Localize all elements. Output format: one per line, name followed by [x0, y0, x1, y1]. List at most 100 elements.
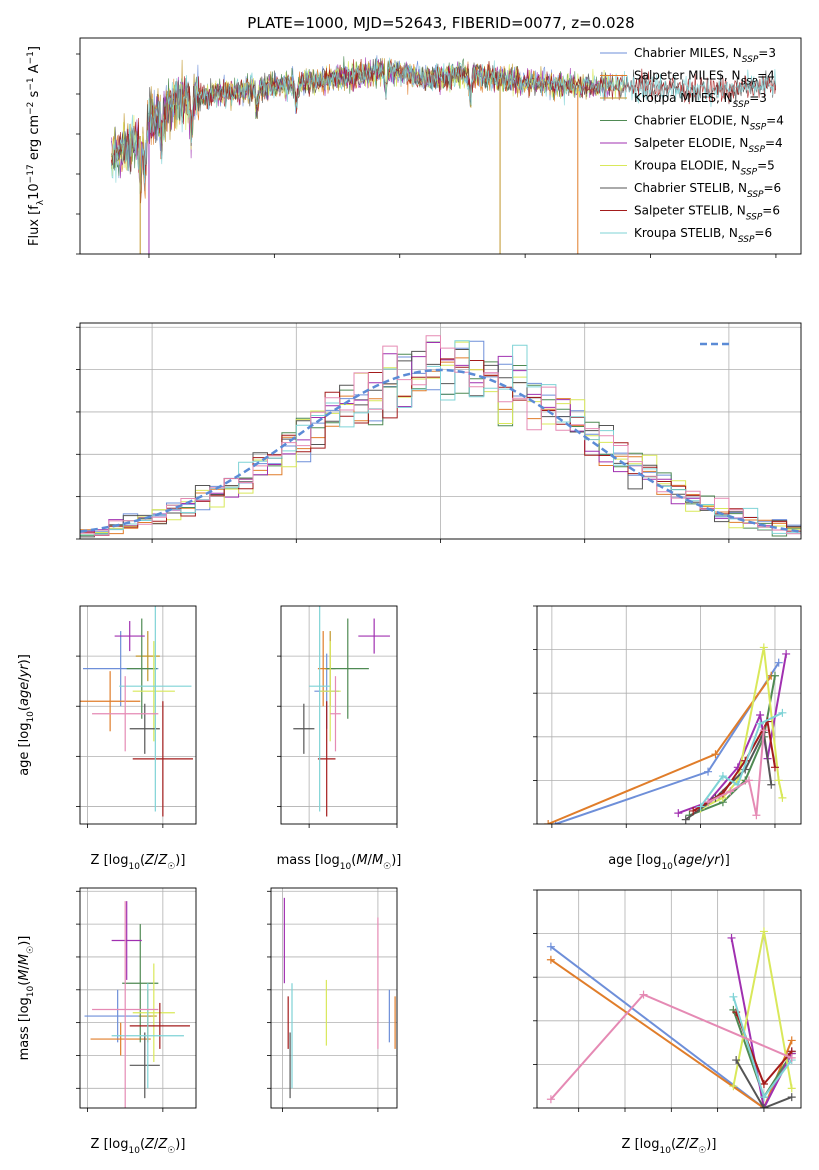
mass-z-xlabel-part: Z [log: [91, 1137, 129, 1152]
weight-marker: [759, 643, 768, 652]
weight-marker: [696, 802, 705, 811]
legend-entry-part: =6: [754, 226, 772, 240]
mass-z-xlabel-part: (: [140, 1137, 145, 1152]
weight-z-xlabel-part: Z: [675, 1137, 686, 1152]
weight-marker: [711, 750, 720, 759]
spectrum-ylabel-part: s: [27, 90, 42, 101]
mass-z-ylabel-part: )]: [17, 936, 32, 946]
age-z-xlabel-part: /: [154, 853, 159, 868]
plot-area-spectrum: [111, 55, 776, 254]
weight-marker: [704, 798, 713, 807]
spectrum-ylabel-part: Flux [f: [27, 205, 42, 246]
age-mass-xlabel-part: /: [368, 853, 373, 868]
weight-marker: [546, 955, 555, 964]
spectrum-ylabel-part: −2: [26, 102, 36, 115]
legend-entry: Salpeter STELIB, NSSP=6: [634, 204, 780, 223]
weight-marker: [752, 811, 761, 820]
weight-marker: [704, 767, 713, 776]
weight-age-xlabel-part: yr: [706, 853, 722, 868]
legend-entry-part: =3: [758, 46, 776, 60]
residual-histogram: [80, 340, 801, 536]
legend-entry-part: SSP: [738, 235, 755, 245]
legend-entry-part: SSP: [748, 145, 765, 155]
age-z-xlabel-part: 10: [128, 862, 140, 872]
spectrum-ylabel-part: 10: [27, 183, 42, 200]
axes-frame: [536, 605, 802, 825]
weight-age-xlabel: age [log10(age/yr)]: [608, 853, 730, 872]
weight-marker: [778, 708, 787, 717]
spectrum-ylabel-part: −17: [26, 164, 36, 183]
weight-marker: [759, 1080, 768, 1089]
age-mass-xlabel-part: (: [351, 853, 356, 868]
weight-marker: [770, 763, 779, 772]
weight-age-xlabel-part: (: [673, 853, 678, 868]
mass-z-xlabel-part: ☉: [167, 1146, 175, 1156]
legend-entry: Chabrier STELIB, NSSP=6: [634, 181, 781, 200]
legend-entry-part: Kroupa STELIB, N: [634, 226, 738, 240]
age-z-xlabel-part: Z: [157, 853, 168, 868]
weight-marker: [756, 719, 765, 728]
weight-marker: [681, 815, 690, 824]
weight-line: [732, 931, 793, 1089]
legend-entry: Kroupa ELODIE, NSSP=5: [634, 159, 775, 178]
legend-entry-part: =4: [757, 69, 775, 83]
weight-marker: [787, 1053, 796, 1062]
age-z-xlabel: Z [log10(Z/Z☉)]: [91, 853, 186, 872]
weight-age-xlabel-part: age: [678, 853, 702, 868]
age-z-ylabel-part: )]: [17, 654, 32, 664]
weight-marker: [729, 992, 738, 1001]
normal-curve: [80, 368, 801, 533]
legend-entry-part: =6: [762, 204, 780, 218]
weight-marker: [774, 658, 783, 667]
weight-marker: [787, 1084, 796, 1093]
weight-marker: [727, 933, 736, 942]
weight-marker: [759, 927, 768, 936]
weight-line: [735, 1059, 793, 1108]
legend-entry-part: SSP: [747, 190, 764, 200]
legend-entry-part: SSP: [750, 123, 767, 133]
weight-line: [700, 647, 784, 810]
legend-entry-part: Chabrier ELODIE, N: [634, 114, 750, 128]
mass-z-ylabel-part: (: [17, 981, 32, 986]
axes-frame: [280, 605, 398, 825]
spectrum-ylabel: Flux [fλ10−17 erg cm−2 s−1 A−1]: [26, 46, 46, 246]
age-z-ylabel-part: age [log: [17, 723, 32, 776]
weight-marker: [718, 772, 727, 781]
legend-entry-part: =4: [765, 136, 783, 150]
mass-z-xlabel: Z [log10(Z/Z☉)]: [91, 1137, 186, 1156]
legend-entry-part: =5: [757, 159, 775, 173]
mass-z-xlabel-part: 10: [128, 1146, 140, 1156]
age-mass-xlabel: mass [log10(M/M☉)]: [277, 853, 402, 872]
spectrum-line: [111, 57, 776, 194]
legend-entry-part: SSP: [746, 213, 763, 223]
mass-z-ylabel: mass [log10(M/M☉)]: [17, 936, 36, 1061]
legend-entry: Salpeter ELODIE, NSSP=4: [634, 136, 783, 155]
legend-entry: Kroupa STELIB, NSSP=6: [634, 226, 772, 245]
age-mass-xlabel-part: mass [log: [277, 853, 340, 868]
weight-marker: [744, 776, 753, 785]
weight-marker: [759, 1104, 768, 1108]
spectrum-ylabel-part: A: [27, 64, 42, 77]
weight-marker: [732, 1056, 741, 1065]
mass-z-ylabel-part: M: [17, 969, 32, 980]
weight-age-xlabel-part: 10: [661, 862, 673, 872]
age-z-ylabel: age [log10(age/yr)]: [17, 654, 36, 776]
age-mass-xlabel-part: )]: [391, 853, 401, 868]
age-z-xlabel-part: Z [log: [91, 853, 129, 868]
panel-spectrum: Flux [fλ10−17 erg cm−2 s−1 A−1] Chabrier …: [26, 37, 802, 258]
mass-z-xlabel-part: Z: [144, 1137, 155, 1152]
legend-entry-part: Kroupa MILES, N: [634, 91, 733, 105]
axes-frame: [79, 322, 802, 540]
legend-entry: Chabrier ELODIE, NSSP=4: [634, 114, 784, 133]
weight-age-xlabel-part: age [log: [608, 853, 661, 868]
legend-entry: Chabrier MILES, NSSP=3: [634, 46, 776, 65]
weight-line: [547, 675, 773, 824]
legend-entry-part: SSP: [733, 100, 750, 110]
mass-z-ylabel-part: /: [17, 964, 32, 969]
weight-z-xlabel-part: (: [671, 1137, 676, 1152]
weight-marker: [782, 649, 791, 658]
spectrum-ylabel-part: λ: [36, 199, 46, 205]
age-mass-xlabel-part: 10: [340, 862, 352, 872]
legend-entry-part: SSP: [742, 55, 759, 65]
